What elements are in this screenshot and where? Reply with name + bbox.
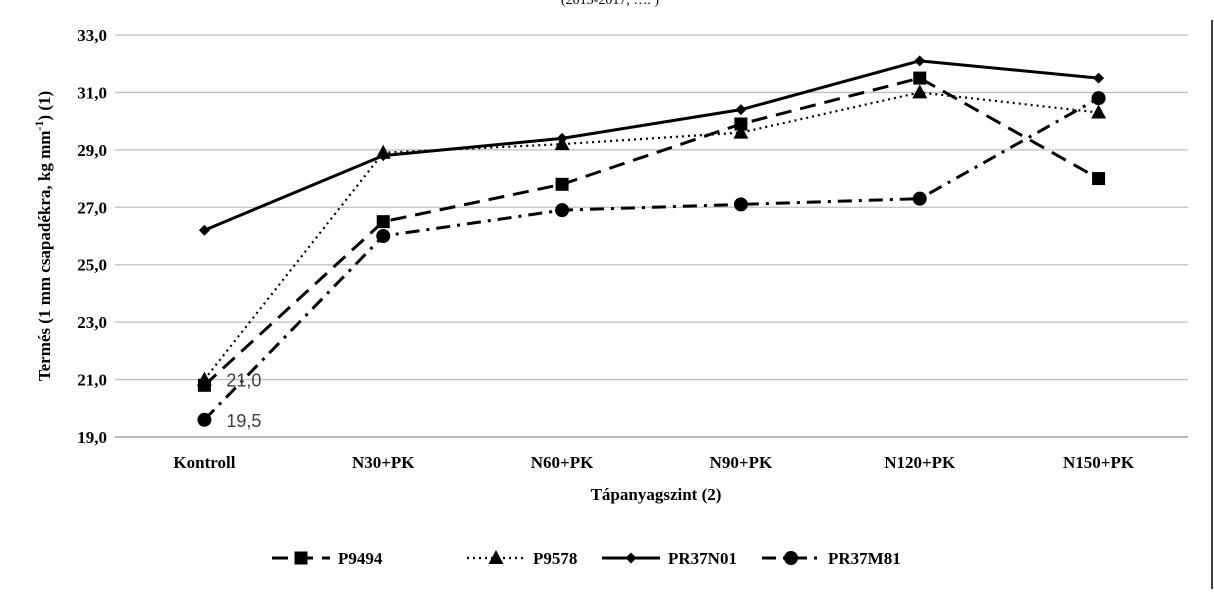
data-point-p9494 xyxy=(734,117,748,131)
data-point-pr37m81 xyxy=(912,191,927,206)
y-tick-label: 33,0 xyxy=(77,26,107,45)
x-category-label: N120+PK xyxy=(884,453,956,472)
series-markers xyxy=(196,55,1107,427)
data-labels: 21,0 19,5 xyxy=(226,371,261,431)
series-line-p9578 xyxy=(203,91,1099,381)
x-category-label: N60+PK xyxy=(531,453,594,472)
legend-marker-p9494 xyxy=(294,551,308,565)
x-axis-categories: Kontroll N30+PK N60+PK N90+PK N120+PK N150+PK xyxy=(173,453,1134,472)
data-point-p9578 xyxy=(196,371,212,386)
legend: P9494 P9578 PR37N01 PR37M81 xyxy=(272,549,901,568)
x-category-label: N90+PK xyxy=(710,453,773,472)
legend-label: PR37M81 xyxy=(828,549,901,568)
y-tick-label: 19,0 xyxy=(77,428,107,447)
data-point-pr37n01 xyxy=(556,132,568,144)
data-point-pr37m81 xyxy=(1091,91,1106,106)
x-category-label: Kontroll xyxy=(173,453,235,472)
top-text-fragment: (2015-2017, …. ) xyxy=(561,0,659,8)
y-axis-title: Termés (1 mm csapadékra, kg mm-1) (1) xyxy=(32,91,54,381)
y-axis-title-main: Termés (1 mm csapadékra, kg mm xyxy=(35,131,54,382)
y-tick-label: 27,0 xyxy=(77,198,107,217)
x-category-label: N150+PK xyxy=(1063,453,1135,472)
legend-marker-pr37m81 xyxy=(784,551,798,565)
x-axis-title: Tápanyagszint (2) xyxy=(591,485,722,504)
data-point-pr37n01 xyxy=(914,55,926,67)
data-label: 19,5 xyxy=(226,411,261,431)
data-point-pr37m81 xyxy=(733,197,748,212)
data-point-pr37n01 xyxy=(377,150,389,162)
legend-label: P9494 xyxy=(338,549,383,568)
data-point-p9494 xyxy=(555,177,569,191)
data-point-pr37m81 xyxy=(555,203,570,218)
y-tick-label: 29,0 xyxy=(77,141,107,160)
legend-marker-p9578 xyxy=(488,550,504,564)
series-lines xyxy=(203,59,1100,421)
y-tick-label: 25,0 xyxy=(77,256,107,275)
data-point-p9494 xyxy=(913,71,927,85)
data-point-p9578 xyxy=(1091,104,1107,119)
x-category-label: N30+PK xyxy=(352,453,415,472)
y-axis-ticks: 19,0 21,0 23,0 25,0 27,0 29,0 31,0 33,0 xyxy=(77,26,107,447)
y-axis-title-superscript: -1 xyxy=(32,121,46,131)
series-line-p9494 xyxy=(203,76,1100,387)
data-point-pr37n01 xyxy=(735,104,747,116)
series-line-pr37n01 xyxy=(203,59,1099,232)
data-point-pr37n01 xyxy=(1093,72,1105,84)
data-point-pr37m81 xyxy=(197,412,212,427)
data-point-p9494 xyxy=(1092,172,1106,186)
y-tick-label: 23,0 xyxy=(77,313,107,332)
y-axis-title-end: ) (1) xyxy=(35,91,54,121)
y-tick-label: 21,0 xyxy=(77,371,107,390)
data-point-p9578 xyxy=(912,84,928,99)
data-label: 21,0 xyxy=(226,371,261,391)
legend-marker-pr37n01 xyxy=(625,552,637,564)
data-point-pr37n01 xyxy=(198,224,210,236)
data-point-pr37m81 xyxy=(376,229,391,243)
y-tick-label: 31,0 xyxy=(77,83,107,102)
legend-label: PR37N01 xyxy=(668,549,737,568)
data-point-p9578 xyxy=(733,124,749,139)
gridlines xyxy=(115,34,1188,438)
data-point-p9494 xyxy=(376,215,390,229)
legend-label: P9578 xyxy=(533,549,577,568)
series-line-pr37m81 xyxy=(203,96,1100,421)
